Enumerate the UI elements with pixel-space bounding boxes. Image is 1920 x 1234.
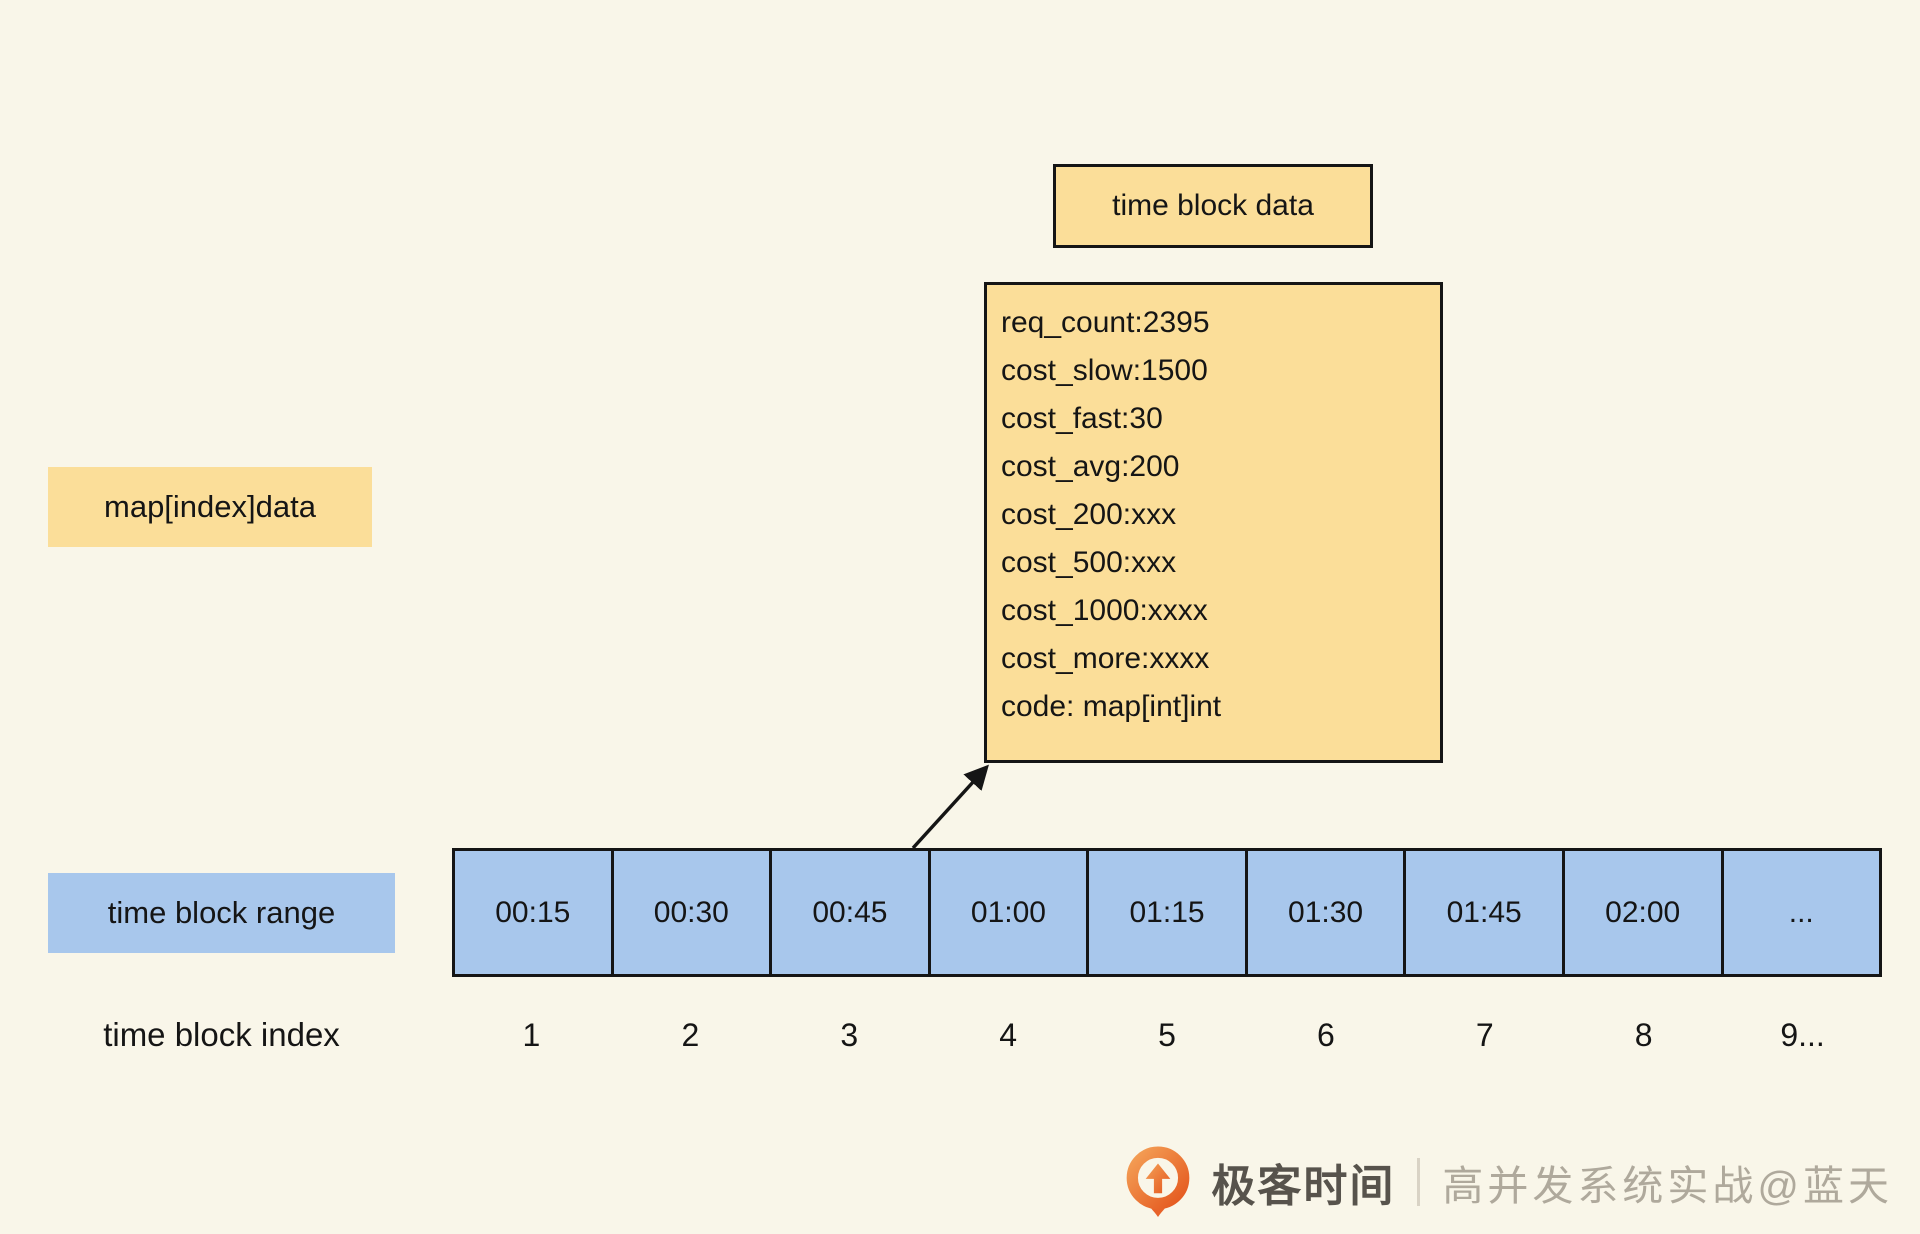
map-index-data-label: map[index]data: [48, 467, 372, 547]
time-block-data-title-box: time block data: [1053, 164, 1373, 248]
data-line: req_count:2395: [1001, 306, 1210, 339]
time-block-range-text: time block range: [107, 895, 336, 930]
brand-name: 极客时间: [1211, 1162, 1396, 1211]
index-number: 7: [1475, 1017, 1494, 1053]
time-block-range-label: time block range: [48, 873, 395, 953]
index-number: 6: [1317, 1017, 1335, 1053]
time-cell: 00:30: [613, 851, 773, 974]
data-line: cost_slow:1500: [1001, 354, 1208, 387]
time-cell: 01:30: [1247, 851, 1407, 974]
time-block-data-title: time block data: [1112, 189, 1314, 222]
map-index-data-text: map[index]data: [104, 489, 316, 524]
credit-text: 高并发系统实战@蓝天: [1442, 1163, 1893, 1209]
time-cell: 01:45: [1406, 851, 1565, 974]
geektime-logo-icon: [1127, 1146, 1190, 1217]
index-number: 3: [840, 1017, 859, 1053]
index-number: 5: [1158, 1017, 1176, 1053]
index-number: 4: [999, 1017, 1018, 1053]
index-number: 9...: [1780, 1017, 1825, 1053]
footer-divider: [1417, 1158, 1421, 1206]
data-line: cost_fast:30: [1001, 402, 1163, 435]
data-line: code: map[int]int: [1001, 690, 1222, 723]
data-line: cost_500:xxx: [1001, 546, 1177, 579]
watermark-footer: 极客时间 高并发系统实战@蓝天: [1121, 1140, 1893, 1224]
time-cell: 01:00: [930, 851, 1090, 974]
time-cell: 00:45: [772, 851, 931, 974]
index-number: 1: [522, 1017, 541, 1053]
time-block-range-row: 00:15 00:30 00:45 01:00 01:15 01:30 01:4…: [452, 848, 1882, 977]
time-block-index-row: 1 2 3 4 5 6 7 8 9...: [452, 1008, 1882, 1062]
index-number: 2: [681, 1017, 700, 1053]
time-cell: 02:00: [1564, 851, 1724, 974]
time-block-data-detail-box: req_count:2395 cost_slow:1500 cost_fast:…: [984, 282, 1443, 763]
time-cell: 01:15: [1089, 851, 1248, 974]
data-line: cost_200:xxx: [1001, 498, 1177, 531]
time-block-index-label: time block index: [103, 1016, 340, 1053]
connector-arrow: [911, 764, 989, 850]
data-line: cost_1000:xxxx: [1001, 594, 1208, 627]
data-line: cost_avg:200: [1001, 450, 1180, 483]
time-cell: 00:15: [455, 851, 614, 974]
index-number: 8: [1634, 1017, 1653, 1053]
time-cell: ...: [1723, 851, 1880, 974]
data-line: cost_more:xxxx: [1001, 642, 1210, 675]
